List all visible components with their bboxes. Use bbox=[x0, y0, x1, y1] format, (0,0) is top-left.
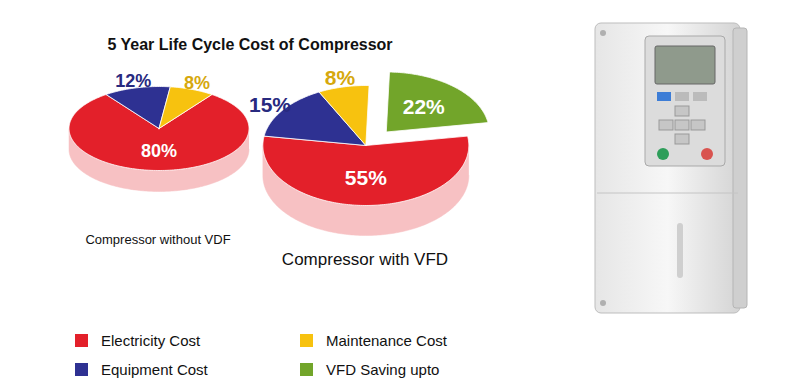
svg-text:55%: 55% bbox=[344, 166, 386, 189]
html-text:Compressor without VDF: Compressor without VDF bbox=[85, 232, 231, 247]
html-text:5 Year Life Cycle Cost of Comp: 5 Year Life Cycle Cost of Compressor bbox=[107, 36, 393, 53]
svg-text:8%: 8% bbox=[184, 73, 210, 93]
svg-text:15%: 15% bbox=[249, 93, 291, 116]
html-text:VFD Saving upto: VFD Saving upto bbox=[326, 361, 440, 378]
html-text:Compressor with VFD: Compressor with VFD bbox=[281, 250, 449, 269]
svg-text:12%: 12% bbox=[115, 71, 151, 91]
html-text:Maintenance Cost: Maintenance Cost bbox=[326, 332, 447, 349]
svg-text:80%: 80% bbox=[140, 141, 176, 161]
html-text:Equipment Cost: Equipment Cost bbox=[101, 361, 208, 378]
svg-text:8%: 8% bbox=[324, 66, 355, 89]
svg-text:22%: 22% bbox=[402, 95, 444, 118]
html-text:Electricity Cost: Electricity Cost bbox=[101, 332, 201, 349]
